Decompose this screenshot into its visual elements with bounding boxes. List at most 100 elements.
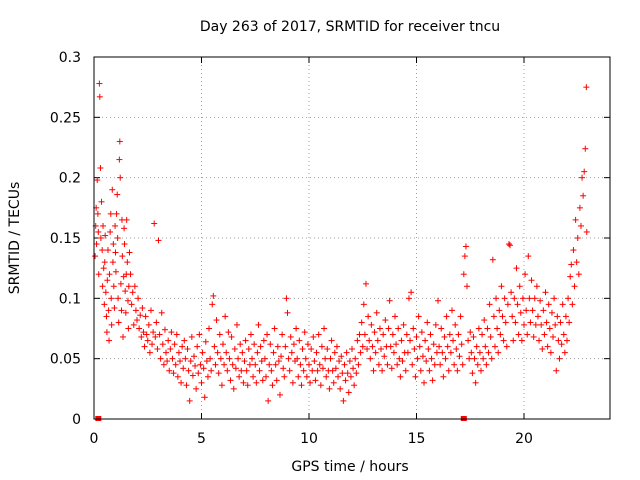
data-point	[458, 341, 465, 348]
grid-lines	[94, 57, 610, 419]
data-point	[415, 313, 422, 320]
data-point	[526, 295, 533, 302]
data-point	[240, 379, 247, 386]
data-point	[569, 301, 576, 308]
data-point	[485, 349, 492, 356]
data-point	[560, 331, 567, 338]
data-point	[389, 331, 396, 338]
data-point	[279, 331, 286, 338]
data-point	[122, 288, 129, 295]
data-point	[297, 361, 304, 368]
data-point	[354, 337, 361, 344]
data-point	[567, 273, 574, 280]
data-point	[285, 355, 292, 362]
data-point	[448, 307, 455, 314]
data-point	[462, 243, 469, 250]
data-point	[411, 346, 418, 353]
data-point	[226, 355, 233, 362]
data-point	[550, 333, 557, 340]
data-point	[532, 321, 539, 328]
data-point	[209, 301, 216, 308]
data-point	[425, 346, 432, 353]
data-point	[413, 333, 420, 340]
data-point	[199, 349, 206, 356]
data-point	[370, 367, 377, 374]
data-point	[286, 367, 293, 374]
data-point	[328, 337, 335, 344]
data-point	[529, 307, 536, 314]
data-point	[152, 333, 159, 340]
data-point	[282, 343, 289, 350]
data-point	[269, 382, 276, 389]
data-point	[460, 271, 467, 278]
data-point	[396, 355, 403, 362]
data-point	[157, 355, 164, 362]
data-point	[564, 337, 570, 344]
data-point	[429, 377, 436, 384]
data-point	[558, 341, 565, 348]
data-point	[571, 283, 578, 290]
data-point	[131, 283, 138, 290]
data-point	[307, 379, 314, 386]
data-point	[310, 333, 317, 340]
data-point	[392, 313, 398, 320]
data-point	[418, 329, 425, 336]
data-point	[346, 358, 353, 365]
data-point	[457, 313, 464, 320]
data-point	[166, 367, 173, 374]
data-point	[331, 349, 338, 356]
y-tick-label: 0.2	[59, 171, 81, 187]
data-point	[161, 326, 168, 333]
data-point	[212, 361, 219, 368]
data-point	[228, 333, 235, 340]
data-point	[112, 222, 119, 229]
data-point	[96, 80, 103, 87]
data-point	[175, 349, 182, 356]
x-tick-label: 20	[515, 431, 533, 447]
data-point	[490, 313, 497, 320]
data-point	[362, 280, 369, 287]
data-point	[416, 343, 423, 350]
data-point	[423, 358, 430, 365]
data-point	[488, 355, 495, 362]
x-axis-label: GPS time / hours	[291, 459, 408, 475]
data-point	[221, 361, 228, 368]
data-point	[303, 373, 310, 380]
data-point	[294, 355, 301, 362]
data-point	[433, 349, 440, 356]
data-point	[107, 210, 114, 217]
data-point	[424, 319, 431, 326]
data-point	[183, 382, 190, 389]
data-point	[187, 358, 194, 365]
data-point	[218, 382, 225, 389]
data-point	[451, 361, 458, 368]
data-point	[516, 283, 523, 290]
data-point	[261, 355, 268, 362]
data-point	[129, 289, 136, 296]
data-point	[378, 346, 385, 353]
data-point	[326, 385, 333, 392]
data-point	[583, 84, 590, 91]
data-point	[582, 145, 589, 152]
y-tick-label: 0.1	[59, 291, 81, 307]
data-point	[104, 247, 111, 254]
data-point	[372, 349, 379, 356]
data-point	[182, 355, 189, 362]
data-point	[300, 367, 307, 374]
data-point	[197, 361, 204, 368]
data-point	[249, 355, 256, 362]
data-point	[311, 358, 318, 365]
data-point	[341, 361, 348, 368]
x-tick-label: 5	[197, 431, 206, 447]
data-point	[202, 338, 209, 345]
data-point	[412, 373, 419, 380]
data-point	[344, 370, 351, 377]
data-point	[143, 331, 150, 338]
data-point	[92, 253, 99, 260]
data-point	[184, 346, 191, 353]
data-point	[278, 353, 285, 360]
plot-frame	[93, 56, 611, 420]
data-point	[349, 346, 355, 353]
data-point	[135, 295, 142, 302]
data-point	[338, 353, 345, 360]
